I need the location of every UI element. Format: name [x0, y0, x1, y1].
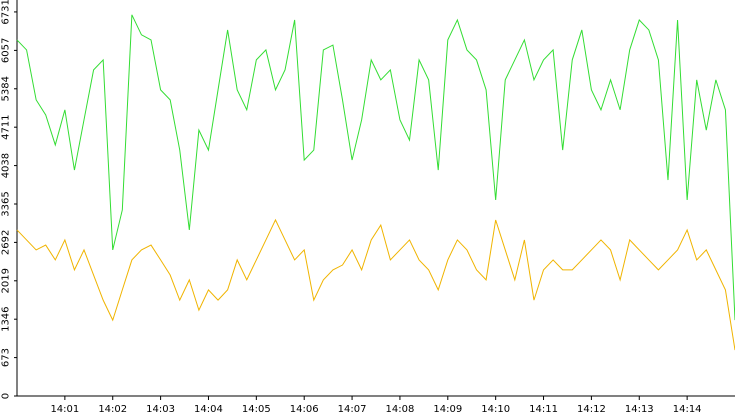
x-tick-label: 14:07: [338, 404, 367, 415]
y-tick-label: 3365: [0, 191, 11, 216]
y-tick-label: 0: [0, 393, 11, 399]
x-tick-label: 14:14: [673, 404, 702, 415]
x-tick-label: 14:10: [481, 404, 510, 415]
y-tick-label: 1346: [0, 306, 11, 331]
x-tick-label: 14:05: [242, 404, 271, 415]
data-line: [16, 218, 735, 351]
x-tick-label: 14:09: [433, 404, 462, 415]
x-tick-label: 14:08: [386, 404, 415, 415]
y-tick-label: 2692: [0, 230, 11, 255]
y-tick-label: 2019: [0, 268, 11, 293]
x-tick-label: 14:02: [98, 404, 127, 415]
x-tick-label: 14:11: [529, 404, 558, 415]
y-tick-label: 4038: [0, 153, 11, 178]
y-tick-label: 6731: [0, 0, 11, 25]
x-tick-label: 14:12: [577, 404, 606, 415]
y-tick-label: 5384: [0, 76, 11, 101]
data-line: [16, 14, 735, 321]
x-tick-label: 14:06: [290, 404, 319, 415]
x-tick-label: 14:03: [146, 404, 175, 415]
y-tick-label: 673: [0, 348, 11, 367]
x-tick-label: 14:01: [50, 404, 79, 415]
y-tick-label: 6057: [0, 38, 11, 63]
y-tick-label: 4711: [0, 114, 11, 139]
x-tick-label: 14:04: [194, 404, 223, 415]
x-tick-label: 14:13: [625, 404, 654, 415]
